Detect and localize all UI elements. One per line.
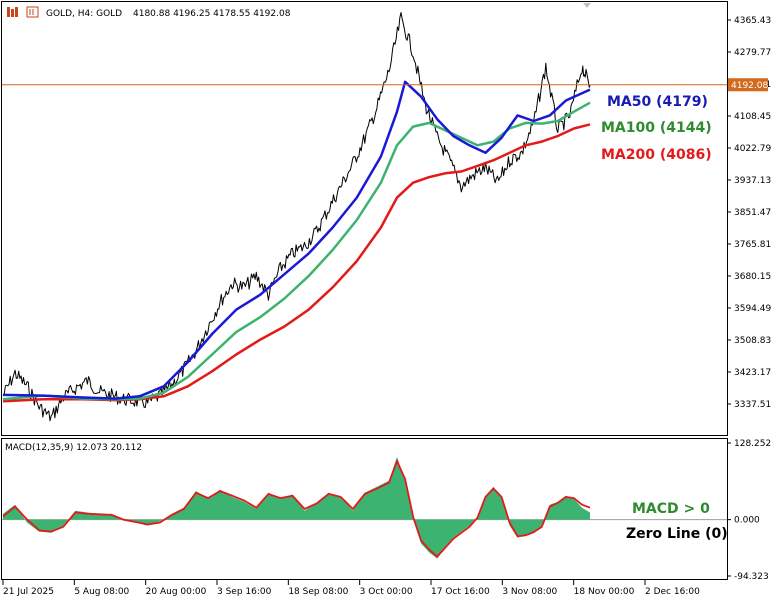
price-tick-label: 3937.13: [734, 176, 771, 186]
macd-histogram: [3, 456, 590, 559]
price-tick-label: 3680.15: [734, 272, 771, 282]
zero-line-label: Zero Line (0): [626, 526, 728, 542]
time-tick-label: 20 Aug 00:00: [146, 587, 207, 597]
macd-signal-line: [2, 458, 591, 558]
time-tick-label: 18 Nov 00:00: [574, 587, 635, 597]
price-tick-label: 3765.81: [734, 240, 771, 250]
time-tick-label: 3 Nov 08:00: [502, 587, 557, 597]
price-tick-label: 4365.43: [734, 16, 771, 26]
current-price-tag: [728, 78, 768, 92]
macd-tick-label: 0.000: [734, 516, 760, 526]
time-tick-label: 21 Jul 2025: [3, 587, 54, 597]
price-tick-label: 3851.47: [734, 208, 771, 218]
price-tick-label: 4108.45: [734, 112, 771, 122]
price-panel-frame: [1, 1, 728, 436]
price-tick-label: 3337.51: [734, 400, 771, 410]
time-tick-label: 18 Sep 08:00: [288, 587, 348, 597]
series-ma100: [2, 101, 591, 401]
macd-y-axis: 128.252 0.000 -94.323: [727, 439, 771, 582]
ma100-label: MA100 (4144): [601, 120, 712, 136]
time-tick-label: 3 Oct 00:00: [360, 587, 413, 597]
ma50-label: MA50 (4179): [607, 94, 708, 110]
time-axis: 21 Jul 2025 5 Aug 08:00 20 Aug 00:00 3 Sep …: [2, 580, 700, 597]
price-tick-label: 4022.79: [734, 144, 771, 154]
price-tick-label: 3508.83: [734, 336, 771, 346]
price-tick-label: 4279.77: [734, 48, 771, 58]
macd-status-label: MACD > 0: [632, 501, 710, 517]
current-price-tag-label: 4192.08: [731, 81, 768, 91]
series-price: [2, 12, 591, 422]
macd-tick-label: -94.323: [734, 572, 769, 582]
scroll-marker-icon: [583, 3, 591, 8]
series-ma50: [2, 80, 591, 400]
macd-plot: [2, 456, 727, 559]
price-tick-label: 3594.49: [734, 304, 771, 314]
time-tick-label: 3 Sep 16:00: [217, 587, 272, 597]
symbol-timeframe: GOLD, H4: GOLD: [46, 9, 122, 19]
price-tick-label: 3423.17: [734, 368, 771, 378]
series-ma200: [2, 123, 591, 403]
chart-type-icon: [7, 7, 18, 17]
chart-header: GOLD, H4: GOLD 4180.88 4196.25 4178.55 4…: [7, 3, 591, 19]
time-tick-label: 17 Oct 16:00: [431, 587, 490, 597]
macd-title: MACD(12,35,9) 12.073 20.112: [5, 443, 142, 453]
price-plot: [2, 12, 591, 422]
macd-tick-label: 128.252: [734, 439, 771, 449]
price-y-axis: 4365.434279.774194.114108.454022.793937.…: [727, 16, 771, 410]
ohlc-values: 4180.88 4196.25 4178.55 4192.08: [133, 9, 291, 19]
bar-icon: [26, 6, 39, 18]
time-tick-label: 5 Aug 08:00: [74, 587, 129, 597]
ma200-label: MA200 (4086): [601, 147, 712, 163]
time-tick-label: 2 Dec 16:00: [645, 587, 700, 597]
